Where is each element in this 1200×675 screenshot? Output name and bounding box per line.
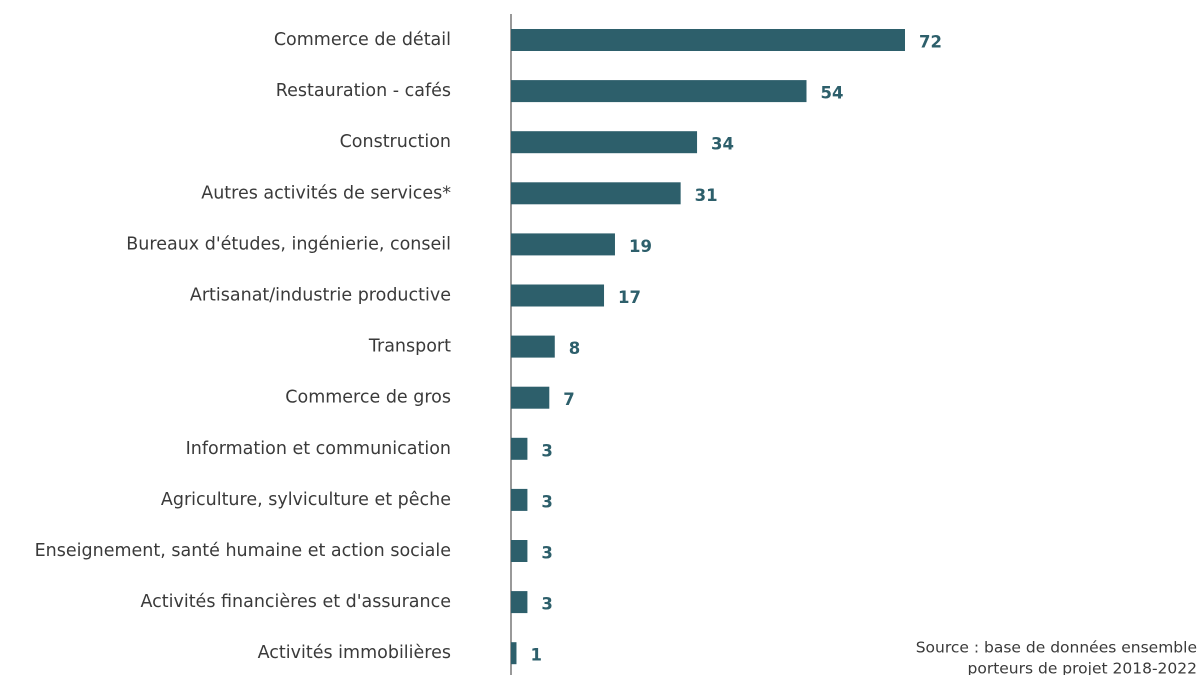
bar [511, 80, 807, 103]
value-label: 17 [618, 288, 641, 307]
category-label: Agriculture, sylviculture et pêche [161, 490, 451, 510]
bar [511, 335, 555, 358]
category-label: Enseignement, santé humaine et action so… [35, 541, 451, 561]
category-label: Bureaux d'études, ingénierie, conseil [126, 234, 451, 254]
value-label: 3 [541, 492, 552, 511]
bar [511, 386, 550, 409]
value-label: 8 [569, 339, 580, 358]
category-label: Transport [368, 337, 451, 357]
bar [511, 488, 528, 511]
bar [511, 642, 517, 665]
value-label: 72 [919, 33, 942, 52]
source-note: Source : base de données ensemble [916, 639, 1197, 657]
value-label: 3 [541, 441, 552, 460]
category-label: Autres activités de services* [201, 183, 451, 203]
bar [511, 182, 681, 205]
category-label: Activités financières et d'assurance [140, 592, 451, 612]
category-label: Restauration - cafés [276, 81, 451, 101]
bar [511, 540, 528, 562]
bar [511, 591, 528, 614]
value-label: 7 [563, 390, 574, 409]
bar [511, 131, 698, 154]
category-label: Construction [340, 132, 451, 152]
category-label: Artisanat/industrie productive [190, 286, 451, 306]
category-label: Commerce de gros [285, 388, 451, 408]
bar [511, 284, 605, 307]
source-note: porteurs de projet 2018-2022 [968, 660, 1198, 675]
value-label: 54 [821, 84, 844, 103]
value-label: 1 [530, 646, 541, 665]
value-label: 3 [541, 595, 552, 614]
value-label: 19 [629, 237, 652, 256]
value-label: 3 [541, 544, 552, 563]
value-label: 31 [695, 186, 718, 205]
category-label: Activités immobilières [258, 643, 451, 663]
category-label: Information et communication [186, 439, 451, 459]
value-label: 34 [711, 135, 734, 154]
bar [511, 29, 905, 51]
category-label: Commerce de détail [274, 30, 451, 50]
bar [511, 437, 528, 460]
bar [511, 233, 615, 256]
